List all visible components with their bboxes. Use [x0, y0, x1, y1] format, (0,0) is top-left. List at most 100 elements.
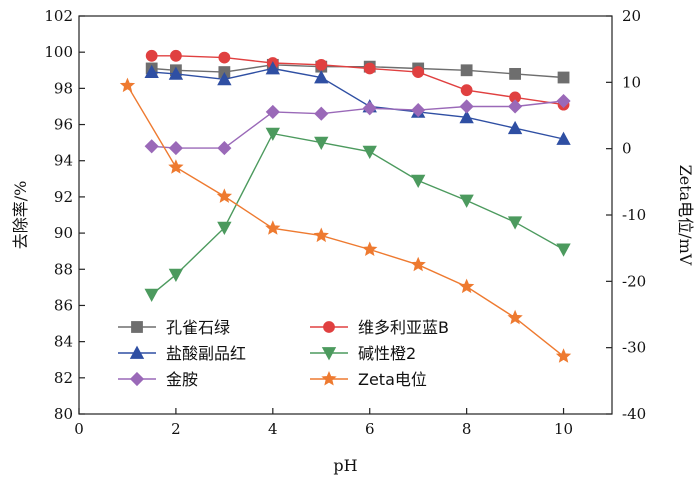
- legend-item: 盐酸副品红: [118, 344, 246, 363]
- data-point: [265, 127, 280, 141]
- legend-label: 碱性橙2: [358, 344, 416, 363]
- x-tick-label: 0: [74, 420, 84, 438]
- data-point: [218, 51, 231, 64]
- legend-label: 孔雀石绿: [166, 318, 230, 337]
- y-tick-label: 92: [54, 188, 73, 206]
- data-point: [217, 71, 232, 86]
- data-point: [168, 66, 184, 80]
- data-point: [459, 99, 474, 114]
- data-point: [265, 220, 281, 235]
- series-line: [151, 132, 564, 296]
- data-point: [411, 174, 426, 188]
- legend-marker: [131, 321, 143, 333]
- data-point: [555, 348, 572, 363]
- y-tick-label: 90: [54, 224, 73, 242]
- series-4: [144, 127, 571, 302]
- y2-tick-label: -20: [622, 272, 646, 290]
- y-tick-label: 86: [54, 296, 73, 314]
- legend-item: 维多利亚蓝B: [310, 318, 449, 337]
- legend-label: Zeta电位: [358, 370, 427, 389]
- x-tick-label: 10: [554, 420, 573, 438]
- series-line: [151, 64, 564, 79]
- data-point: [509, 67, 521, 80]
- right-y-axis-title: Zeta电位/mV: [676, 165, 695, 266]
- y2-tick-label: -10: [622, 206, 646, 224]
- y2-tick-label: -40: [622, 405, 646, 423]
- legend-label: 维多利亚蓝B: [358, 318, 449, 337]
- y-tick-label: 96: [54, 116, 73, 134]
- legend-marker: [129, 371, 145, 387]
- data-point: [459, 109, 474, 124]
- data-point: [144, 139, 159, 154]
- legend-item: Zeta电位: [310, 370, 427, 389]
- left-y-axis: 80 82 84 86 88 90 92 94 96 98 100 102: [44, 7, 85, 423]
- data-point: [557, 71, 570, 84]
- data-point: [314, 70, 329, 84]
- legend-marker: [323, 321, 335, 333]
- data-point: [556, 93, 571, 109]
- data-point: [314, 106, 329, 121]
- x-axis: 0 2 4 6 8 10: [74, 408, 573, 438]
- data-point: [362, 101, 377, 116]
- data-point: [168, 159, 184, 174]
- y-tick-label: 102: [44, 7, 73, 25]
- data-point: [216, 188, 233, 203]
- data-point: [217, 140, 232, 156]
- data-point: [145, 49, 158, 62]
- data-point: [168, 268, 184, 283]
- data-point: [507, 120, 523, 135]
- legend-marker: [321, 347, 337, 361]
- data-point: [556, 243, 571, 257]
- left-y-axis-title: 去除率/%: [11, 181, 30, 250]
- y2-tick-label: 0: [622, 140, 632, 158]
- data-point: [410, 256, 426, 272]
- right-y-axis: -40 -30 -20 -10 0 10 20: [606, 7, 646, 423]
- data-point: [411, 103, 426, 118]
- x-tick-label: 8: [462, 420, 472, 438]
- series-1: [145, 58, 570, 84]
- data-point: [460, 84, 473, 97]
- series-6: [119, 77, 572, 363]
- series-line: [151, 55, 564, 106]
- legend-label: 金胺: [166, 370, 198, 389]
- data-point: [508, 99, 523, 114]
- y-tick-label: 98: [54, 79, 73, 97]
- data-point: [458, 278, 475, 294]
- series-5: [144, 93, 571, 156]
- legend-item: 碱性橙2: [310, 344, 416, 363]
- x-axis-title: pH: [333, 456, 357, 475]
- data-point: [144, 64, 159, 78]
- x-tick-label: 4: [268, 420, 278, 438]
- data-point: [362, 145, 377, 160]
- data-point: [314, 136, 329, 150]
- series-3: [144, 61, 571, 145]
- series-line: [126, 85, 564, 357]
- y-tick-label: 82: [54, 369, 73, 387]
- legend: 孔雀石绿 维多利亚蓝B 盐酸副品红 碱性橙2 金胺 Zeta电位: [118, 318, 449, 389]
- data-point: [119, 77, 136, 93]
- legend-marker: [321, 370, 337, 386]
- data-point: [459, 194, 474, 208]
- data-point: [217, 221, 232, 236]
- data-point: [168, 140, 183, 156]
- data-point: [460, 64, 473, 77]
- legend-label: 盐酸副品红: [166, 344, 246, 363]
- data-point: [265, 104, 280, 119]
- data-point: [507, 216, 523, 230]
- data-point: [170, 49, 182, 62]
- data-point: [507, 309, 523, 325]
- x-tick-label: 6: [365, 420, 375, 438]
- data-point: [265, 61, 280, 75]
- legend-item: 金胺: [118, 370, 198, 389]
- series-line: [151, 100, 564, 149]
- y-tick-label: 84: [54, 333, 73, 351]
- data-point: [313, 227, 329, 243]
- data-point: [315, 58, 328, 71]
- series-layer: [119, 49, 572, 363]
- y2-tick-label: 10: [622, 73, 641, 91]
- data-point: [144, 288, 159, 302]
- series-line: [151, 67, 564, 140]
- y2-tick-label: -30: [622, 339, 646, 357]
- data-point: [363, 62, 376, 75]
